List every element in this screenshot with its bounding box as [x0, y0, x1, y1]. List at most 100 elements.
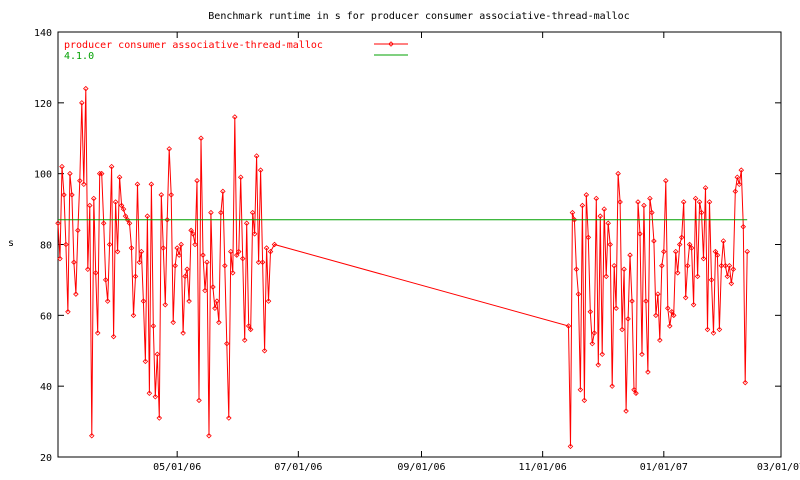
data-point — [108, 163, 115, 170]
data-point — [245, 323, 252, 329]
data-point — [579, 202, 586, 209]
data-point — [118, 202, 125, 209]
data-point — [565, 323, 572, 329]
data-point — [667, 323, 673, 329]
data-point — [613, 305, 619, 312]
data-point — [595, 362, 602, 368]
data-point — [124, 216, 131, 223]
data-point — [122, 213, 129, 219]
data-point — [180, 330, 186, 336]
data-point — [744, 248, 750, 255]
legend-label: producer consumer associative-thread-mal… — [64, 40, 323, 51]
data-point — [672, 248, 679, 255]
data-point — [196, 397, 202, 404]
data-point — [665, 305, 671, 312]
x-tick-label: 09/01/06 — [397, 462, 445, 473]
data-point — [265, 298, 272, 304]
data-point — [222, 262, 228, 269]
data-point — [674, 270, 681, 276]
data-point — [740, 224, 747, 230]
data-point — [657, 337, 663, 343]
data-point — [678, 234, 685, 241]
data-point — [140, 298, 147, 304]
axis-ticks: 20 40 60 80 100 120 140 05/01/06 07/01/06 09/01/0… — [34, 28, 800, 473]
data-point — [603, 273, 609, 280]
data-point — [204, 259, 210, 265]
data-point — [593, 195, 600, 202]
data-point — [625, 316, 631, 322]
data-point — [730, 266, 737, 273]
data-point — [138, 248, 145, 255]
data-point — [94, 330, 101, 336]
data-point — [239, 255, 246, 262]
data-point — [233, 252, 240, 258]
data-point — [712, 248, 719, 255]
data-point — [247, 326, 254, 333]
data-point — [212, 305, 218, 312]
data-point — [110, 333, 117, 340]
data-point — [690, 301, 697, 308]
y-tick-label: 40 — [40, 382, 52, 393]
data-point — [85, 266, 91, 273]
data-point — [232, 114, 238, 120]
data-point — [90, 195, 97, 202]
data-point — [194, 177, 200, 184]
data-point — [178, 241, 184, 248]
data-point — [722, 262, 729, 269]
data-point — [112, 199, 119, 205]
data-point — [686, 241, 693, 248]
data-point — [585, 234, 592, 241]
data-point — [710, 330, 717, 336]
data-point — [643, 298, 649, 304]
data-point — [639, 351, 645, 358]
data-point — [716, 326, 723, 333]
data-point — [742, 379, 749, 386]
legend-marker — [388, 41, 394, 47]
data-point — [635, 199, 641, 205]
data-point — [144, 213, 151, 219]
data-point — [190, 231, 196, 237]
data-point — [166, 146, 172, 152]
data-point — [575, 291, 582, 297]
data-point — [607, 241, 613, 248]
data-point — [174, 245, 180, 251]
data-point — [597, 213, 604, 219]
data-point — [152, 394, 159, 400]
data-point — [243, 220, 250, 227]
data-point — [591, 330, 598, 336]
data-point — [116, 174, 123, 180]
data-point — [688, 245, 695, 251]
data-point — [629, 298, 635, 304]
data-point — [156, 415, 163, 421]
data-point — [670, 312, 677, 319]
legend-label: 4.1.0 — [64, 51, 94, 62]
data-point — [694, 273, 701, 280]
data-point — [641, 202, 647, 209]
data-point — [63, 241, 69, 248]
data-point — [81, 181, 87, 188]
data-point — [59, 163, 65, 170]
data-point — [676, 241, 683, 248]
y-axis-label: s — [8, 238, 14, 249]
data-point — [55, 220, 61, 227]
y-tick-label: 80 — [40, 241, 52, 252]
data-point — [720, 238, 727, 244]
data-point — [571, 216, 578, 223]
series-line-0 — [57, 88, 748, 447]
data-point — [724, 273, 731, 280]
data-point — [609, 383, 615, 389]
data-point — [734, 174, 741, 180]
data-point — [599, 351, 606, 358]
data-point — [206, 432, 212, 439]
x-tick-label: 01/01/07 — [640, 462, 688, 473]
data-point — [83, 85, 89, 92]
x-tick-label: 07/01/06 — [274, 462, 322, 473]
data-point — [198, 135, 204, 142]
data-point — [631, 386, 637, 393]
data-point — [623, 408, 629, 414]
data-point — [188, 227, 194, 234]
data-point — [692, 195, 699, 202]
data-point — [700, 255, 707, 262]
data-point — [633, 390, 639, 397]
data-point — [267, 248, 274, 255]
